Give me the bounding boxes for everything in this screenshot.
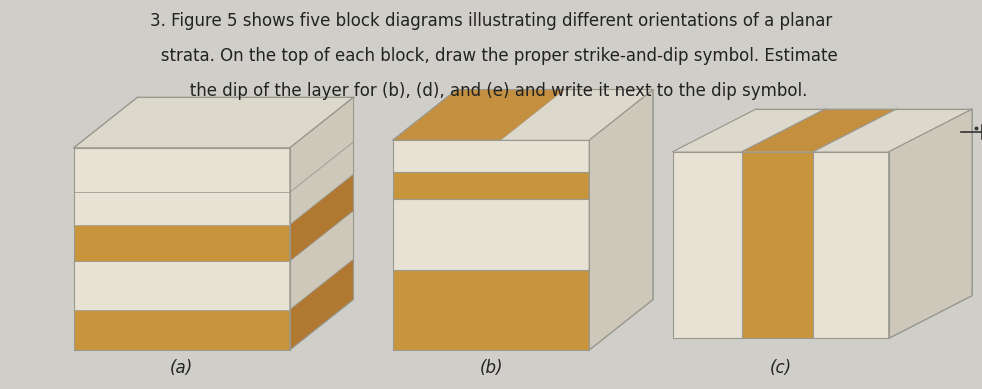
Text: (c): (c): [770, 359, 791, 377]
Polygon shape: [290, 97, 354, 192]
Polygon shape: [741, 109, 897, 152]
Polygon shape: [393, 140, 589, 172]
Polygon shape: [889, 109, 972, 338]
Polygon shape: [589, 89, 653, 350]
Polygon shape: [290, 259, 354, 350]
Polygon shape: [74, 97, 354, 148]
Polygon shape: [393, 199, 589, 270]
Polygon shape: [501, 89, 653, 140]
Polygon shape: [673, 109, 825, 152]
Polygon shape: [290, 210, 354, 310]
Text: (b): (b): [479, 359, 503, 377]
Polygon shape: [74, 192, 290, 225]
Polygon shape: [813, 152, 889, 338]
Text: strata. On the top of each block, draw the proper strike-and-dip symbol. Estimat: strata. On the top of each block, draw t…: [144, 47, 838, 65]
Polygon shape: [290, 174, 354, 261]
Polygon shape: [74, 148, 290, 192]
Polygon shape: [74, 310, 290, 350]
Polygon shape: [74, 225, 290, 261]
Polygon shape: [290, 142, 354, 225]
Text: the dip of the layer for (b), (d), and (e) and write it next to the dip symbol.: the dip of the layer for (b), (d), and (…: [175, 82, 807, 100]
Polygon shape: [741, 152, 813, 338]
Polygon shape: [393, 89, 653, 140]
Polygon shape: [393, 172, 589, 199]
Text: 3. Figure 5 shows five block diagrams illustrating different orientations of a p: 3. Figure 5 shows five block diagrams il…: [150, 12, 832, 30]
Polygon shape: [673, 152, 741, 338]
Text: (a): (a): [170, 359, 193, 377]
Polygon shape: [393, 270, 589, 350]
Polygon shape: [74, 261, 290, 310]
Polygon shape: [813, 109, 972, 152]
